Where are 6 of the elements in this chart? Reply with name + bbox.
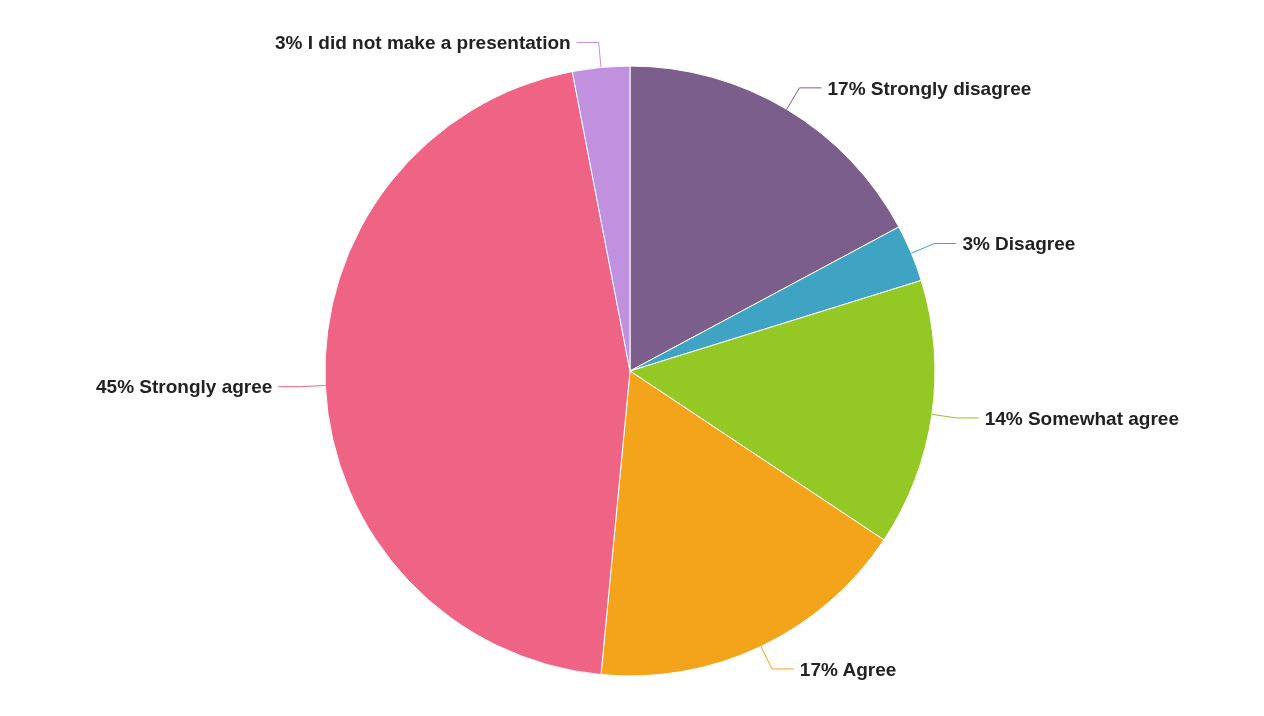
slice-label: 14% Somewhat agree: [984, 407, 1179, 429]
slice-label: 3% I did not make a presentation: [275, 32, 571, 54]
slice-label: 17% Agree: [799, 658, 897, 680]
slice-label: 17% Strongly disagree: [827, 77, 1032, 99]
slice-label: 45% Strongly agree: [96, 376, 273, 398]
slice-label: 3% Disagree: [962, 233, 1076, 255]
